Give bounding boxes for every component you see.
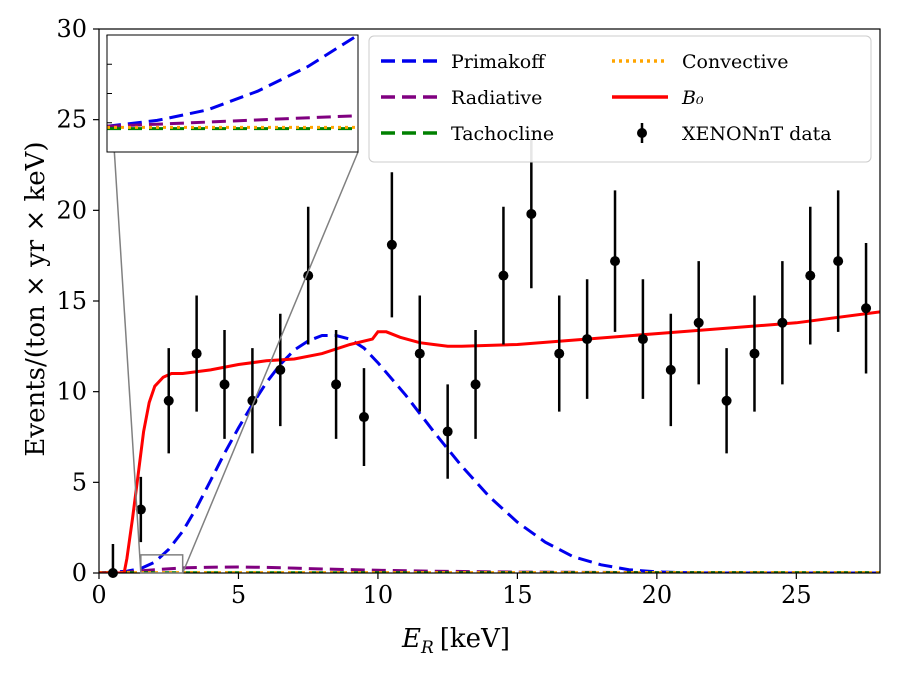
inset-frame: [106, 34, 359, 153]
y-tick-label-30: 30: [56, 15, 87, 43]
zoom-connector-right: [181, 151, 359, 574]
data-point-21: [693, 317, 704, 328]
y-axis-label: Events/(ton × yr × keV): [21, 141, 51, 456]
legend-marker-point: [637, 128, 647, 138]
data-point-19: [637, 334, 648, 345]
legend-label-b: B₀: [681, 87, 704, 109]
legend-label-convective: Convective: [682, 51, 789, 73]
plot-frame: [98, 28, 881, 574]
data-point-3: [191, 348, 202, 359]
x-axis-label: ER [keV]: [401, 624, 510, 658]
y-tick-label-25: 25: [56, 106, 87, 134]
data-point-8: [331, 379, 342, 390]
inset-plot: [106, 34, 359, 153]
x-axis-label-unit: [keV]: [440, 624, 510, 654]
data-point-13: [470, 379, 481, 390]
legend-label-radiative: Radiative: [451, 87, 542, 109]
data-point-25: [805, 270, 816, 281]
y-tick-label-15: 15: [56, 287, 87, 315]
data-point-18: [610, 256, 621, 267]
data-point-22: [721, 395, 732, 406]
data-point-23: [749, 348, 760, 359]
y-tick-label-20: 20: [56, 196, 87, 224]
series-group: [99, 310, 880, 573]
data-point-2: [163, 395, 174, 406]
data-point-20: [665, 364, 676, 375]
legend-label-tachocline: Tachocline: [451, 123, 554, 145]
data-point-12: [442, 426, 453, 437]
x-tick-label-20: 20: [642, 581, 673, 609]
data-point-17: [582, 334, 593, 345]
x-tick-label-10: 10: [363, 581, 394, 609]
x-tick-label-5: 5: [231, 581, 246, 609]
inset-line-primakoff: [107, 35, 358, 128]
x-tick-label-0: 0: [91, 581, 106, 609]
data-point-6: [275, 364, 286, 375]
data-point-4: [219, 379, 230, 390]
y-tick-label-5: 5: [72, 468, 87, 496]
x-tick-label-25: 25: [781, 581, 812, 609]
series-line-primakoff: [99, 334, 880, 573]
axis-labels: ER [keV] Events/(ton × yr × keV): [21, 141, 510, 658]
data-point-10: [386, 239, 397, 250]
xenonnt-data-points: [107, 139, 872, 578]
data-point-16: [554, 348, 565, 359]
data-point-1: [135, 504, 146, 515]
data-point-24: [777, 317, 788, 328]
legend-box: [368, 35, 872, 163]
y-tick-label-10: 10: [56, 378, 87, 406]
x-axis-label-sub: R: [420, 638, 434, 658]
y-tick-label-0: 0: [72, 559, 87, 587]
legend: Primakoff Radiative Tachocline Convective B₀…: [368, 35, 872, 163]
data-point-26: [833, 256, 844, 267]
inset-background: [107, 35, 358, 152]
data-point-15: [526, 208, 537, 219]
x-axis-label-main: E: [401, 624, 421, 654]
data-point-14: [498, 270, 509, 281]
legend-label-primakoff: Primakoff: [451, 51, 546, 73]
legend-label-xenonntdata: XENONnT data: [682, 123, 832, 145]
data-point-27: [861, 303, 872, 314]
inset-series-group: [107, 35, 358, 131]
main-plot-area: 0 5 10 15 20 25 0 5 10 15 20 25 30: [56, 15, 881, 609]
series-line-b: [99, 310, 880, 573]
data-point-11: [414, 348, 425, 359]
x-tick-label-15: 15: [502, 581, 533, 609]
data-point-9: [358, 412, 369, 423]
